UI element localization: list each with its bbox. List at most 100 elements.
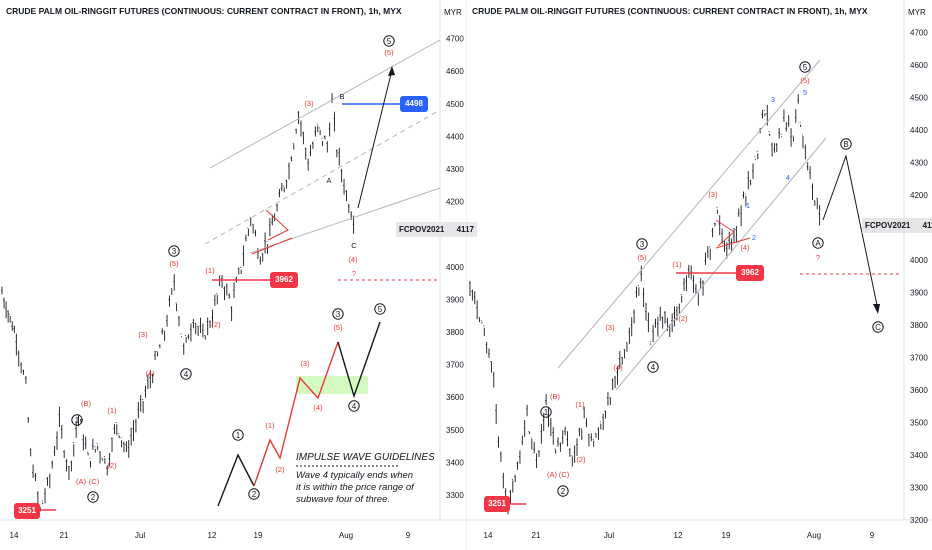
x-tick-label: 9 xyxy=(870,531,875,540)
projection-arrow-left xyxy=(357,69,393,209)
y-tick-label: 3700 xyxy=(910,354,928,363)
price-tag-3251-left: 3251 xyxy=(14,503,40,519)
y-tick-label: 4600 xyxy=(910,61,928,70)
ticker-name-left: FCPOV2021 xyxy=(399,225,445,234)
y-tick-label: 3400 xyxy=(910,451,928,460)
x-tick-label: Aug xyxy=(807,531,821,540)
price-tag-3962-right: 3962 xyxy=(736,265,764,281)
wave-label-circle xyxy=(540,406,552,418)
projection-arrowhead-right xyxy=(873,304,880,314)
wave-label: 5 xyxy=(803,63,808,72)
wave-label-circle xyxy=(248,488,260,500)
wave-label-circle xyxy=(840,138,852,150)
wave-label: 3 xyxy=(640,240,645,249)
wave-label: (2) xyxy=(275,465,285,474)
currency-label-right: MYR xyxy=(908,8,926,17)
wave-label: (4) xyxy=(313,403,323,412)
wave-label: (4) xyxy=(348,255,358,264)
price-tag-3962-left: 3962 xyxy=(270,272,298,288)
y-tick-label: 3700 xyxy=(446,361,464,370)
wave-label: (4) xyxy=(145,369,155,378)
candles-left xyxy=(1,93,355,512)
x-tick-label: 9 xyxy=(406,531,411,540)
wave-label-circle xyxy=(636,238,648,250)
chart-title-left: CRUDE PALM OIL-RINGGIT FUTURES (CONTINUO… xyxy=(6,6,402,16)
x-axis-right: 14 21 Jul 12 19 Aug 9 xyxy=(484,531,875,540)
chart-svg-left: 3300340035003600370038003900400041004200… xyxy=(0,0,466,540)
wave-label-circle xyxy=(557,485,569,497)
wave-label: 5 xyxy=(803,88,807,97)
wave-label: (4) xyxy=(740,243,750,252)
y-tick-label: 3600 xyxy=(910,386,928,395)
wave-label: (C) xyxy=(89,477,100,486)
wave-label: 1 xyxy=(236,431,241,440)
wave-label-circle xyxy=(799,61,811,73)
price-tag-4498-left: 4498 xyxy=(400,96,428,112)
wave-label: (5) xyxy=(384,48,394,57)
y-tick-label: 3300 xyxy=(910,484,928,493)
y-tick-label: 4400 xyxy=(910,126,928,135)
y-tick-label: 4700 xyxy=(910,29,928,38)
wave-label: 1 xyxy=(746,201,750,210)
y-tick-label: 4300 xyxy=(446,165,464,174)
y-tick-label: 3300 xyxy=(446,491,464,500)
wave-label: 4 xyxy=(352,402,357,411)
x-tick-label: 14 xyxy=(484,531,493,540)
wave-label-circle xyxy=(872,321,884,333)
wave-label: 2 xyxy=(252,490,257,499)
chart-panel-left: 3300340035003600370038003900400041004200… xyxy=(0,0,477,540)
channel-mid-left xyxy=(204,109,441,245)
wave-label: (3) xyxy=(138,330,148,339)
wave-label: ? xyxy=(816,253,820,262)
wave-label: 2 xyxy=(561,487,566,496)
y-tick-label: 4000 xyxy=(446,263,464,272)
y-tick-label: 3500 xyxy=(446,426,464,435)
wave-label: B xyxy=(843,140,848,149)
y-tick-label: 4500 xyxy=(910,94,928,103)
wave-label: 3 xyxy=(771,95,775,104)
wave-labels-left: 1 2 3 4 5 (1) (2) (3) (4) (5) (A) (B) (C) A B C? (3) (4) (… xyxy=(71,35,395,503)
wave-label: 4 xyxy=(786,173,790,182)
ticker-name-right: FCPOV2021 xyxy=(865,221,911,230)
wave-label: 1 xyxy=(544,408,549,417)
wave-label: (3) xyxy=(708,190,718,199)
triangle-base-right xyxy=(715,237,751,249)
wave-label-circle xyxy=(374,303,386,315)
wave-label: (1) xyxy=(672,260,682,269)
channel-upper-right xyxy=(557,59,821,369)
wave-label: (A) xyxy=(547,470,558,479)
wave-label: (3) xyxy=(304,99,314,108)
y-axis-right: 3200330034003500360037003800390040004100… xyxy=(910,29,928,526)
guide-line-3: subwave four of three. xyxy=(296,494,390,505)
guide-line-2: it is within the price range of xyxy=(296,482,414,493)
wave-label: 5 xyxy=(387,37,392,46)
x-tick-label: 14 xyxy=(10,531,19,540)
triangle-pattern-right xyxy=(715,219,735,247)
wave-label: (2) xyxy=(107,461,117,470)
wave-label: B xyxy=(339,92,344,101)
x-axis-left: 14 21 Jul 12 19 Aug 9 xyxy=(10,531,411,540)
wave-label: C xyxy=(351,241,357,250)
guide-wave-black-2 xyxy=(337,321,381,399)
candles-right xyxy=(469,94,821,515)
wave-label: (2) xyxy=(678,314,688,323)
y-tick-label: 4300 xyxy=(910,159,928,168)
wave-label: 4 xyxy=(184,370,189,379)
y-tick-label: 4000 xyxy=(910,256,928,265)
triangle-pattern-left xyxy=(265,209,289,241)
wave-label: 2 xyxy=(752,233,756,242)
guide-line-1: Wave 4 typically ends when xyxy=(296,470,414,481)
ticker-tag-right: FCPOV2021 4117 xyxy=(862,218,932,233)
y-tick-label: 3800 xyxy=(446,328,464,337)
wave-label-circle xyxy=(87,491,99,503)
x-tick-label: 19 xyxy=(722,531,731,540)
wave-label: (B) xyxy=(550,392,561,401)
wave-label-circle xyxy=(71,414,83,426)
wave-label: (5) xyxy=(800,76,810,85)
wave-label: (1) xyxy=(107,406,117,415)
currency-label-left: MYR xyxy=(444,8,462,17)
y-tick-label: 3400 xyxy=(446,458,464,467)
wave-label-circle xyxy=(348,400,360,412)
ticker-tag-left: FCPOV2021 4117 xyxy=(396,222,477,237)
wave-label: (C) xyxy=(559,470,570,479)
